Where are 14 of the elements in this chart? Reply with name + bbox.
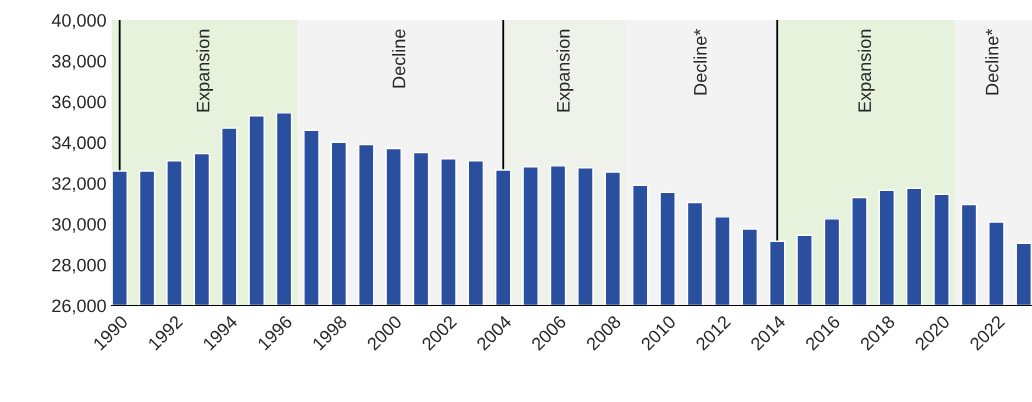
- y-tick-label: 36,000: [52, 95, 106, 111]
- y-tick-label: 28,000: [52, 258, 106, 274]
- band-label: Expansion: [857, 29, 875, 112]
- y-tick-label: 40,000: [51, 14, 106, 29]
- y-tick-label: 32,000: [52, 177, 106, 193]
- band-label: Decline*: [985, 28, 999, 95]
- band-label: Expansion: [196, 29, 214, 112]
- band-label: Decline: [392, 29, 406, 88]
- band-label: Decline*: [693, 28, 707, 95]
- band-label: Expansion: [556, 29, 574, 112]
- y-tick-label: 38,000: [52, 54, 106, 70]
- y-tick-label: 34,000: [52, 136, 106, 152]
- y-tick-label: 26,000: [52, 299, 106, 315]
- y-tick-label: 30,000: [52, 217, 106, 233]
